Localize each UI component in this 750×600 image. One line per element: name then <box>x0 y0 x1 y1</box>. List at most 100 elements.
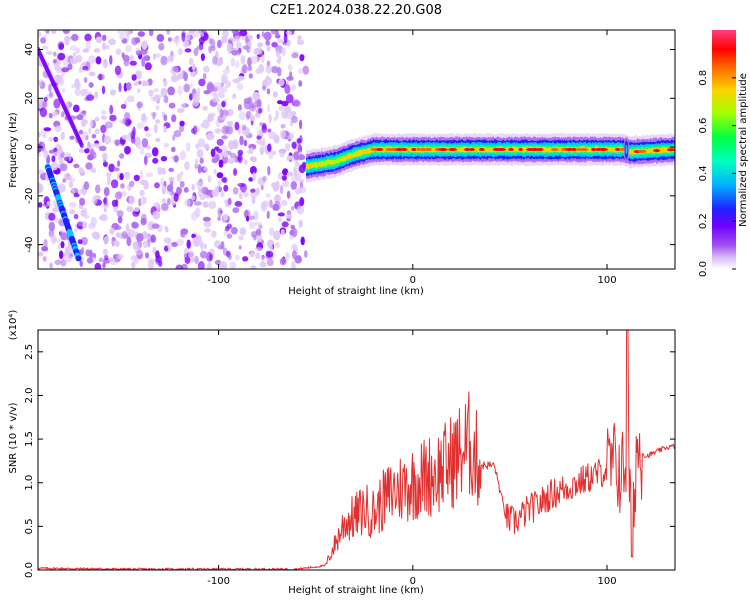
noise-blob <box>93 48 101 53</box>
noise-blob <box>291 243 298 251</box>
noise-blob <box>277 66 282 77</box>
signal-hotspot <box>637 149 647 153</box>
noise-blob <box>120 183 125 189</box>
colorbar-ticks: 0.0 0.2 0.4 0.6 0.8 <box>698 70 736 277</box>
noise-blob <box>139 189 145 197</box>
noise-blob <box>119 33 126 41</box>
noise-blob <box>256 234 263 242</box>
noise-blob <box>235 41 242 49</box>
noise-blob <box>234 201 243 207</box>
noise-blob <box>167 55 174 63</box>
noise-blob <box>279 150 285 158</box>
noise-blob <box>280 124 286 129</box>
noise-blob <box>38 31 42 37</box>
noise-blob <box>241 64 248 74</box>
noise-blob <box>266 46 271 52</box>
noise-blob <box>83 181 90 190</box>
noise-blob <box>38 132 42 138</box>
noise-blob <box>189 82 193 88</box>
spectrogram-x-axis-label: Height of straight line (km) <box>288 286 424 297</box>
noise-blob <box>259 261 267 268</box>
noise-blob <box>199 241 204 249</box>
noise-blob <box>231 49 238 56</box>
noise-blob <box>193 201 202 206</box>
noise-blob <box>82 61 87 67</box>
noise-blob <box>297 35 302 41</box>
noise-blob <box>104 121 113 129</box>
colorbar: 0.0 0.2 0.4 0.6 0.8 Normalized spectral ampl… <box>698 30 749 277</box>
snr-x-tick-label: 100 <box>597 576 616 587</box>
noise-blob <box>263 31 272 41</box>
noise-blob <box>223 213 228 221</box>
noise-blob <box>103 187 110 197</box>
noise-blob <box>267 165 271 176</box>
noise-blob <box>135 142 142 149</box>
noise-blob <box>117 160 121 168</box>
noise-blob <box>199 157 204 164</box>
noise-blob <box>127 227 131 238</box>
noise-blob <box>232 207 240 214</box>
noise-blob <box>62 88 66 93</box>
noise-blob <box>217 39 222 49</box>
signal-hotspot <box>351 152 360 156</box>
noise-blob <box>117 30 125 34</box>
noise-blob <box>48 112 53 119</box>
noise-blob <box>171 74 178 83</box>
noise-blob <box>228 254 232 260</box>
noise-blob <box>53 51 57 57</box>
noise-blob <box>108 38 116 46</box>
noise-blob <box>266 210 270 219</box>
noise-blob <box>262 175 267 182</box>
noise-blob <box>202 216 211 222</box>
noise-blob <box>296 254 302 262</box>
noise-blob <box>183 83 191 93</box>
noise-blob <box>168 176 175 182</box>
noise-blob <box>204 228 212 233</box>
noise-blob <box>236 49 241 56</box>
signal-hotspot <box>438 148 448 151</box>
noise-blob <box>255 252 261 260</box>
noise-blob <box>233 168 238 176</box>
signal-hotspot <box>376 148 384 151</box>
noise-blob <box>221 125 229 135</box>
colorbar-tick-label: 0.0 <box>698 261 709 277</box>
noise-blob <box>59 77 65 86</box>
chart-title: C2E1.2024.038.22.20.G08 <box>270 3 442 18</box>
noise-blob <box>59 250 64 260</box>
noise-blob <box>216 138 224 146</box>
noise-blob <box>153 94 162 100</box>
noise-blob <box>247 65 252 72</box>
noise-blob <box>154 182 160 189</box>
noise-blob <box>82 65 89 71</box>
noise-blob <box>221 177 227 183</box>
signal-hotspot <box>571 148 577 151</box>
noise-blob <box>60 111 65 118</box>
noise-blob <box>88 55 96 64</box>
noise-blob <box>282 168 289 176</box>
noise-blob <box>71 189 75 195</box>
noise-blob <box>86 94 95 101</box>
noise-blob <box>298 154 306 161</box>
noise-blob <box>61 67 70 73</box>
noise-blob <box>57 243 61 250</box>
noise-blob <box>268 227 275 236</box>
noise-blob <box>285 94 294 104</box>
snr-series-line <box>38 330 675 570</box>
noise-blob <box>299 119 303 130</box>
noise-blob <box>296 205 305 215</box>
noise-blob <box>94 143 101 149</box>
noise-blob <box>77 221 83 226</box>
noise-blob <box>206 132 215 141</box>
noise-blob <box>291 141 297 149</box>
noise-blob <box>217 91 225 99</box>
noise-blob <box>286 30 292 36</box>
noise-blob <box>242 45 250 50</box>
noise-blob <box>136 101 143 109</box>
noise-blob <box>152 111 156 120</box>
noise-blob <box>164 225 168 231</box>
noise-blob <box>200 32 204 37</box>
noise-blob <box>254 247 263 252</box>
noise-blob <box>271 66 279 74</box>
noise-blob <box>113 254 117 260</box>
noise-blob <box>210 148 216 158</box>
